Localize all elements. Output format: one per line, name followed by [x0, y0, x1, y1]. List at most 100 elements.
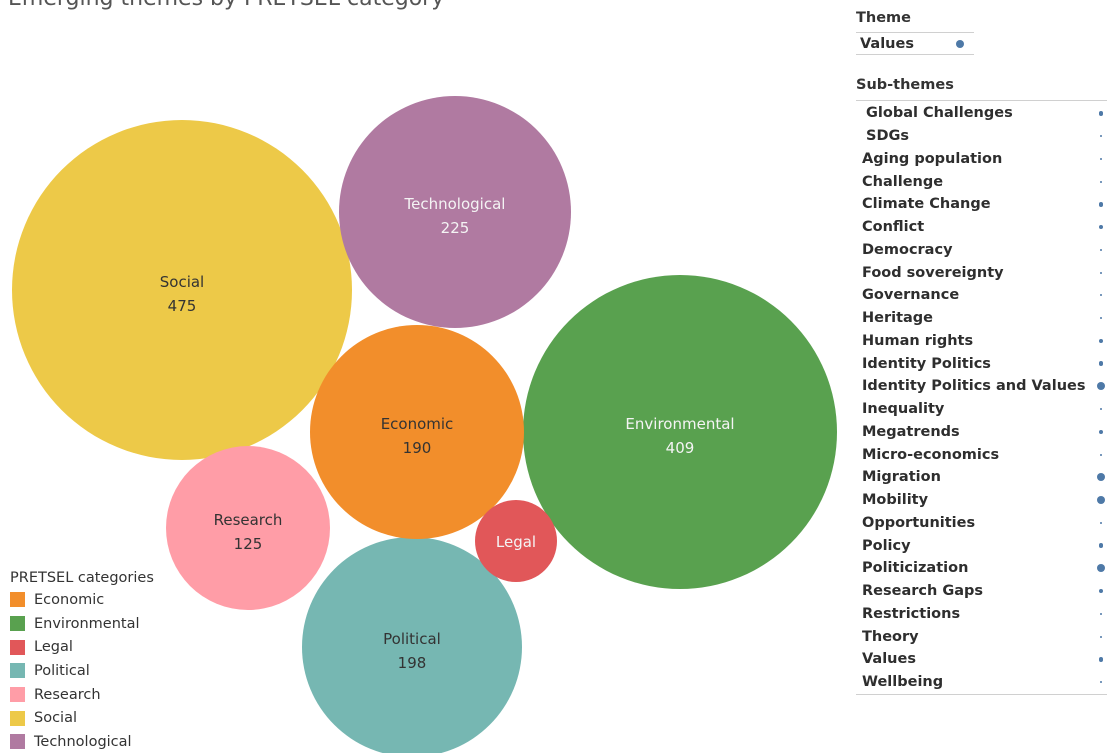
subtheme-item-megatrends[interactable]: Megatrends [856, 421, 1107, 444]
subtheme-item-wellbeing[interactable]: Wellbeing [856, 671, 1107, 694]
subtheme-size-dot [1100, 248, 1102, 251]
theme-label: Values [860, 35, 914, 52]
subtheme-label: Research Gaps [862, 583, 984, 600]
subtheme-item-heritage[interactable]: Heritage [856, 307, 1107, 330]
subthemes-header: Sub-themes [856, 77, 1107, 101]
bubble-circle[interactable] [339, 96, 571, 328]
subtheme-size-dot [1098, 361, 1104, 366]
bubble-circle[interactable] [166, 446, 330, 610]
subtheme-label: Identity Politics [862, 355, 991, 372]
subtheme-label: Theory [862, 628, 919, 645]
subtheme-item-identity-politics[interactable]: Identity Politics [856, 352, 1107, 375]
bubble-label: Legal [496, 533, 536, 551]
subtheme-item-inequality[interactable]: Inequality [856, 398, 1107, 421]
subtheme-size-dot [1100, 180, 1102, 183]
subtheme-label: Food sovereignty [862, 264, 1004, 281]
legend-swatch [10, 639, 25, 655]
legend-label: Political [34, 662, 90, 679]
subtheme-label: Democracy [862, 241, 953, 258]
legend-item-legal[interactable]: Legal [10, 635, 154, 659]
bubble-research[interactable]: Research 125 [166, 446, 330, 610]
legend-item-political[interactable]: Political [10, 659, 154, 683]
subtheme-item-migration[interactable]: Migration [856, 466, 1107, 489]
subtheme-item-identity-politics-and-values[interactable]: Identity Politics and Values [856, 375, 1107, 398]
subtheme-label: Challenge [862, 173, 944, 190]
subtheme-item-global-challenges[interactable]: Global Challenges [856, 102, 1107, 125]
bubble-circle[interactable] [302, 537, 522, 753]
legend-label: Social [34, 710, 77, 727]
subtheme-item-micro-economics[interactable]: Micro-economics [856, 443, 1107, 466]
subtheme-item-conflict[interactable]: Conflict [856, 216, 1107, 239]
bubble-environmental[interactable]: Environmental 409 [523, 275, 837, 589]
subtheme-label: Migration [862, 469, 941, 486]
theme-filter: Theme Values [856, 10, 974, 55]
bubble-circle[interactable] [12, 120, 352, 460]
subtheme-label: Policy [862, 537, 911, 554]
legend-item-social[interactable]: Social [10, 706, 154, 730]
subtheme-item-aging-population[interactable]: Aging population [856, 148, 1107, 171]
subtheme-label: Inequality [862, 401, 945, 418]
subtheme-label: Conflict [862, 219, 925, 236]
bubble-legal[interactable]: Legal [475, 500, 557, 582]
subtheme-size-dot [1097, 564, 1105, 573]
subtheme-label: Opportunities [862, 514, 976, 531]
legend-swatch [10, 710, 25, 726]
legend-swatch [10, 592, 25, 608]
bubble-label: Social [160, 273, 204, 291]
subtheme-label: Global Challenges [866, 105, 1013, 122]
subtheme-size-dot [1098, 338, 1104, 344]
bubble-political[interactable]: Political 198 [302, 537, 522, 753]
subtheme-label: Climate Change [862, 196, 991, 213]
subtheme-size-dot [1098, 657, 1104, 662]
subtheme-item-human-rights[interactable]: Human rights [856, 330, 1107, 353]
subtheme-size-dot [1100, 635, 1102, 638]
subtheme-size-dot [1100, 521, 1102, 524]
subtheme-size-dot [1100, 612, 1102, 615]
legend-label: Research [34, 686, 101, 703]
subtheme-label: Politicization [862, 560, 969, 577]
subtheme-item-climate-change[interactable]: Climate Change [856, 193, 1107, 216]
bubble-value: 475 [168, 297, 197, 315]
bubble-social[interactable]: Social 475 [12, 120, 352, 460]
subtheme-item-food-sovereignty[interactable]: Food sovereignty [856, 261, 1107, 284]
subtheme-size-dot [1098, 111, 1104, 116]
bubble-circle[interactable] [310, 325, 524, 539]
bubble-technological[interactable]: Technological 225 [339, 96, 571, 328]
subtheme-size-dot [1100, 294, 1102, 297]
subtheme-item-mobility[interactable]: Mobility [856, 489, 1107, 512]
subtheme-label: Heritage [862, 310, 934, 327]
subtheme-size-dot [1100, 408, 1102, 411]
subtheme-label: Values [862, 651, 916, 668]
bubble-circle[interactable] [523, 275, 837, 589]
legend-item-research[interactable]: Research [10, 683, 154, 707]
theme-header: Theme [856, 10, 974, 33]
subtheme-size-dot [1097, 382, 1105, 391]
subtheme-size-dot [1100, 453, 1102, 456]
bubble-economic[interactable]: Economic 190 [310, 325, 524, 539]
subtheme-label: Identity Politics and Values [862, 378, 1086, 395]
subtheme-size-dot [1097, 473, 1105, 482]
subtheme-item-sdgs[interactable]: SDGs [856, 125, 1107, 148]
legend-item-technological[interactable]: Technological [10, 730, 154, 754]
subtheme-item-opportunities[interactable]: Opportunities [856, 512, 1107, 535]
subtheme-size-dot [1098, 202, 1104, 207]
subtheme-item-restrictions[interactable]: Restrictions [856, 603, 1107, 626]
subtheme-item-theory[interactable]: Theory [856, 625, 1107, 648]
subtheme-size-dot [1097, 496, 1105, 505]
bubble-label: Technological [404, 195, 506, 213]
subtheme-item-research-gaps[interactable]: Research Gaps [856, 580, 1107, 603]
theme-item-values[interactable]: Values [856, 33, 974, 55]
subtheme-item-politicization[interactable]: Politicization [856, 557, 1107, 580]
subtheme-item-policy[interactable]: Policy [856, 534, 1107, 557]
subtheme-item-democracy[interactable]: Democracy [856, 239, 1107, 262]
legend-item-economic[interactable]: Economic [10, 588, 154, 612]
bubble-circle[interactable] [475, 500, 557, 582]
subtheme-item-values[interactable]: Values [856, 648, 1107, 671]
category-legend: PRETSEL categories Economic Environmental… [10, 570, 154, 754]
subtheme-item-challenge[interactable]: Challenge [856, 170, 1107, 193]
subtheme-size-dot [1098, 224, 1104, 230]
legend-label: Economic [34, 591, 105, 608]
bubble-label: Environmental [625, 415, 734, 433]
subtheme-item-governance[interactable]: Governance [856, 284, 1107, 307]
legend-item-environmental[interactable]: Environmental [10, 612, 154, 636]
